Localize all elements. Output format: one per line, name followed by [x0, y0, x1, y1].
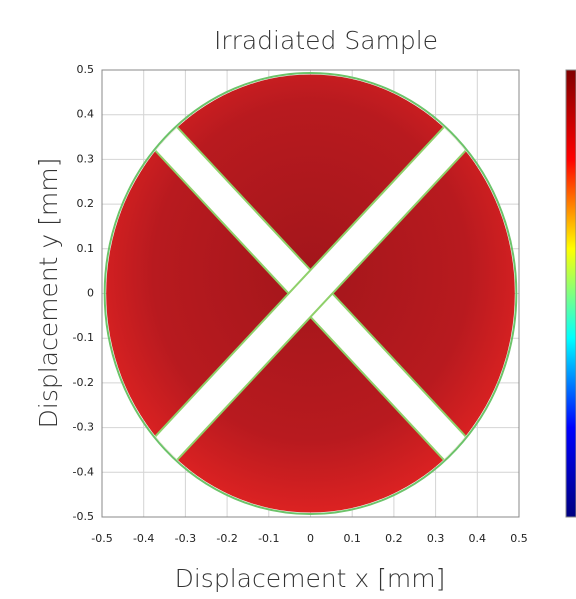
- x-tick-label: -0.2: [216, 532, 237, 545]
- y-tick-label: 0.4: [77, 108, 95, 121]
- y-axis-label: Displacement y [mm]: [34, 158, 63, 429]
- y-tick-label: 0.2: [77, 197, 95, 210]
- x-tick-label: -0.4: [133, 532, 154, 545]
- x-tick-label: 0.1: [343, 532, 361, 545]
- x-axis-label: Displacement x [mm]: [175, 564, 446, 593]
- x-tick-label: 0: [307, 532, 314, 545]
- x-tick-label: 0.3: [427, 532, 445, 545]
- y-tick-label: -0.5: [73, 510, 94, 523]
- y-tick-label: 0.1: [77, 242, 95, 255]
- x-tick-label: -0.3: [175, 532, 196, 545]
- chart-title: Irradiated Sample: [214, 26, 438, 55]
- chart: Irradiated Sample Displacement x [mm] Di…: [0, 0, 576, 599]
- x-tick-label: -0.5: [91, 532, 112, 545]
- x-tick-label: 0.2: [385, 532, 403, 545]
- colorbar: [566, 70, 576, 517]
- y-tick-label: -0.4: [73, 465, 94, 478]
- y-tick-label: -0.2: [73, 376, 94, 389]
- y-tick-label: 0.5: [77, 63, 95, 76]
- y-tick-label: -0.1: [73, 331, 94, 344]
- x-tick-label: 0.4: [469, 532, 487, 545]
- x-tick-label: -0.1: [258, 532, 279, 545]
- y-tick-label: 0.3: [77, 152, 95, 165]
- x-tick-label: 0.5: [510, 532, 528, 545]
- y-tick-label: -0.3: [73, 421, 94, 434]
- y-tick-label: 0: [87, 287, 94, 300]
